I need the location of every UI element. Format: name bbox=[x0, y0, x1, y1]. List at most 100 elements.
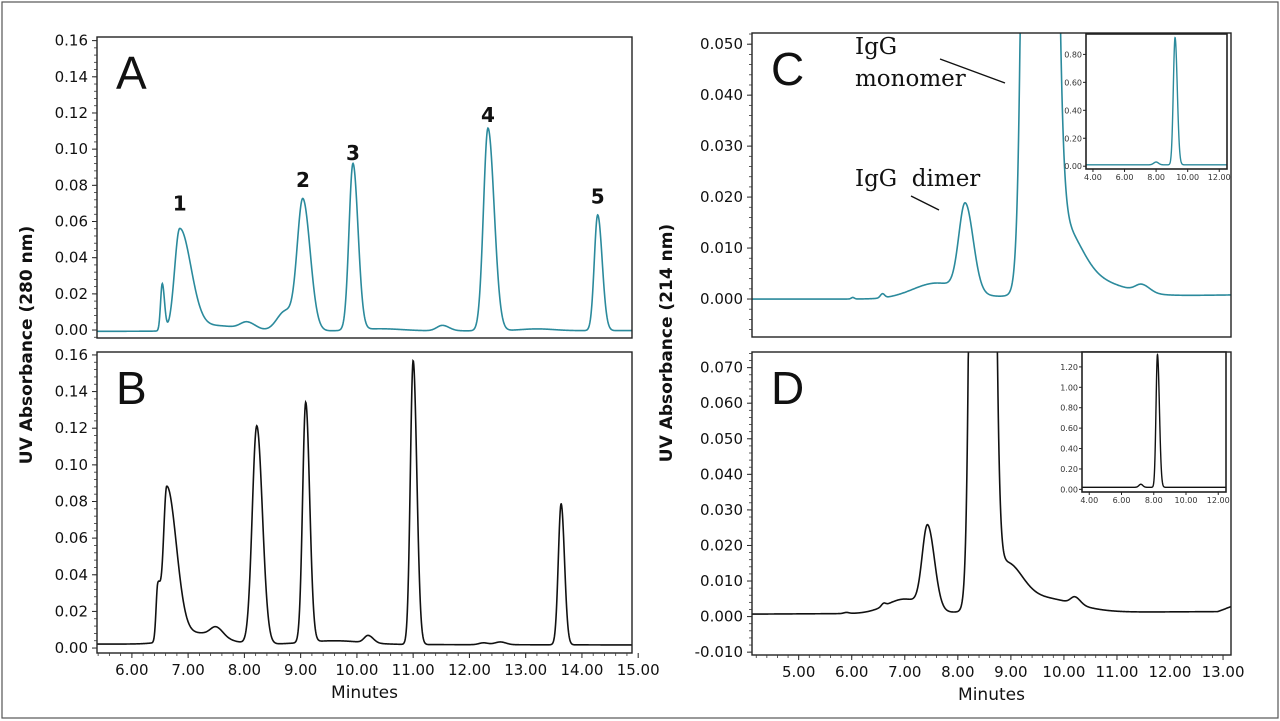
chromatogram-trace-c bbox=[752, 33, 1231, 300]
y-tick-label: 0.070 bbox=[700, 359, 743, 377]
x-tick-label: 12.00 bbox=[1149, 663, 1192, 681]
x-tick-label: 14.00 bbox=[560, 661, 603, 679]
y-tick-label: 0.030 bbox=[700, 501, 743, 519]
chromatogram-trace-b bbox=[97, 359, 632, 646]
y-tick-label: 0.12 bbox=[55, 419, 88, 437]
y-tick-label: 0.00 bbox=[1064, 162, 1082, 171]
plot-frame bbox=[96, 351, 633, 654]
peak-number-label: 3 bbox=[346, 141, 360, 165]
y-tick-label: 0.12 bbox=[55, 104, 88, 122]
y-tick-label: 0.040 bbox=[700, 465, 743, 483]
plot-frame bbox=[96, 36, 633, 339]
y-tick-label: 0.06 bbox=[55, 213, 88, 231]
x-tick-label: 10.00 bbox=[1042, 663, 1085, 681]
y-tick-label: 0.000 bbox=[700, 290, 743, 308]
y-tick-label: 0.16 bbox=[55, 346, 88, 364]
x-tick-label: 10.00 bbox=[1175, 496, 1198, 505]
panel-b: 0.00 0.02 0.04 0.06 0.08 0.10 0.12 0.14 0.16 6.00… bbox=[55, 346, 660, 703]
panel-label: D bbox=[771, 362, 804, 414]
panel-label: A bbox=[116, 47, 147, 99]
x-tick-label: 4.00 bbox=[1084, 173, 1102, 182]
chromatogram-trace-d-inset bbox=[1082, 353, 1226, 489]
peak-number-label: 1 bbox=[173, 192, 187, 216]
x-tick-label: 11.00 bbox=[1095, 663, 1138, 681]
x-tick-label: 9.00 bbox=[284, 661, 317, 679]
panel-d: -0.010 0.000 0.010 0.020 0.030 0.040 0.050 0.06… bbox=[695, 351, 1245, 705]
y-tick-label: 0.030 bbox=[700, 137, 743, 155]
x-tick-label: 6.00 bbox=[1113, 496, 1131, 505]
x-axis-title: Minutes bbox=[958, 685, 1025, 705]
chromatogram-trace-c-inset bbox=[1086, 36, 1227, 166]
peak-annotation: monomer bbox=[855, 66, 966, 92]
x-tick-label: 5.00 bbox=[782, 663, 815, 681]
x-tick-label: 6.00 bbox=[115, 661, 148, 679]
panel-d-inset: 0.00 0.20 0.40 0.60 0.80 1.00 1.20 4.00 6.00 8.00… bbox=[1060, 351, 1230, 505]
plot-frame bbox=[751, 32, 1232, 338]
chromatogram-trace-a bbox=[97, 126, 632, 333]
x-tick-label: 13.00 bbox=[504, 661, 547, 679]
y-tick-label: 0.60 bbox=[1064, 78, 1082, 87]
x-tick-label: 9.00 bbox=[994, 663, 1027, 681]
x-axis-title: Minutes bbox=[331, 683, 398, 703]
y-tick-label: 0.16 bbox=[55, 32, 88, 50]
monomer-leader-line bbox=[939, 58, 1006, 84]
y-tick-label: 0.010 bbox=[700, 572, 743, 590]
x-tick-label: 11.00 bbox=[392, 661, 435, 679]
peak-annotation: IgG dimer bbox=[855, 166, 980, 192]
x-tick-label: 12.00 bbox=[1208, 173, 1231, 182]
x-tick-label: 4.00 bbox=[1080, 496, 1098, 505]
peak-number-label: 4 bbox=[481, 103, 495, 127]
x-tick-label: 7.00 bbox=[171, 661, 204, 679]
x-tick-label: 8.00 bbox=[228, 661, 261, 679]
y-tick-label: 0.20 bbox=[1060, 465, 1078, 474]
y-tick-label: 0.02 bbox=[55, 285, 88, 303]
y-tick-label: 0.08 bbox=[55, 492, 88, 510]
y-tick-label: 0.14 bbox=[55, 383, 88, 401]
y-tick-label: 0.80 bbox=[1060, 404, 1078, 413]
y-tick-label: 0.40 bbox=[1064, 106, 1082, 115]
y-tick-label: 0.00 bbox=[55, 639, 88, 657]
y-tick-label: 1.20 bbox=[1060, 363, 1078, 372]
y-tick-label: -0.010 bbox=[695, 643, 743, 661]
x-tick-label: 12.00 bbox=[448, 661, 491, 679]
y-tick-label: 0.80 bbox=[1064, 50, 1082, 59]
y-tick-label: 0.10 bbox=[55, 140, 88, 158]
y-tick-label: 0.20 bbox=[1064, 134, 1082, 143]
y-tick-label: 0.08 bbox=[55, 176, 88, 194]
x-tick-label: 10.00 bbox=[1176, 173, 1199, 182]
x-tick-label: 13.00 bbox=[1202, 663, 1245, 681]
y-tick-label: 0.60 bbox=[1060, 424, 1078, 433]
y-tick-label: 0.40 bbox=[1060, 445, 1078, 454]
y-tick-label: 1.00 bbox=[1060, 383, 1078, 392]
y-axis-title: UV Absorbance (214 nm) bbox=[657, 224, 677, 462]
y-tick-label: 0.00 bbox=[55, 321, 88, 339]
y-tick-label: 0.04 bbox=[55, 249, 88, 267]
x-tick-label: 6.00 bbox=[835, 663, 868, 681]
y-tick-label: 0.06 bbox=[55, 529, 88, 547]
x-tick-label: 8.00 bbox=[1147, 173, 1165, 182]
y-tick-label: 0.020 bbox=[700, 536, 743, 554]
y-axis-title: UV Absorbance (280 nm) bbox=[17, 226, 37, 464]
panel-label: C bbox=[771, 43, 804, 95]
x-tick-label: 8.00 bbox=[941, 663, 974, 681]
peak-annotation: IgG bbox=[855, 34, 897, 60]
y-tick-label: 0.00 bbox=[1060, 485, 1078, 494]
x-tick-label: 6.00 bbox=[1116, 173, 1134, 182]
plot-frame bbox=[751, 351, 1232, 656]
chromatogram-trace-d bbox=[752, 352, 1231, 615]
peak-number-label: 2 bbox=[296, 168, 310, 192]
y-tick-label: 0.02 bbox=[55, 602, 88, 620]
inset-background bbox=[1086, 34, 1227, 169]
y-tick-label: 0.10 bbox=[55, 456, 88, 474]
y-tick-label: 0.04 bbox=[55, 566, 88, 584]
panel-c-inset: 0.00 0.20 0.40 0.60 0.80 4.00 6.00 8.00 10.00 12.… bbox=[1064, 33, 1231, 182]
y-tick-label: 0.000 bbox=[700, 608, 743, 626]
x-tick-label: 7.00 bbox=[888, 663, 921, 681]
x-tick-label: 8.00 bbox=[1145, 496, 1163, 505]
y-tick-label: 0.060 bbox=[700, 394, 743, 412]
dimer-leader-line bbox=[910, 195, 940, 211]
x-tick-label: 12.00 bbox=[1207, 496, 1230, 505]
x-tick-label: 15.00 bbox=[617, 661, 660, 679]
